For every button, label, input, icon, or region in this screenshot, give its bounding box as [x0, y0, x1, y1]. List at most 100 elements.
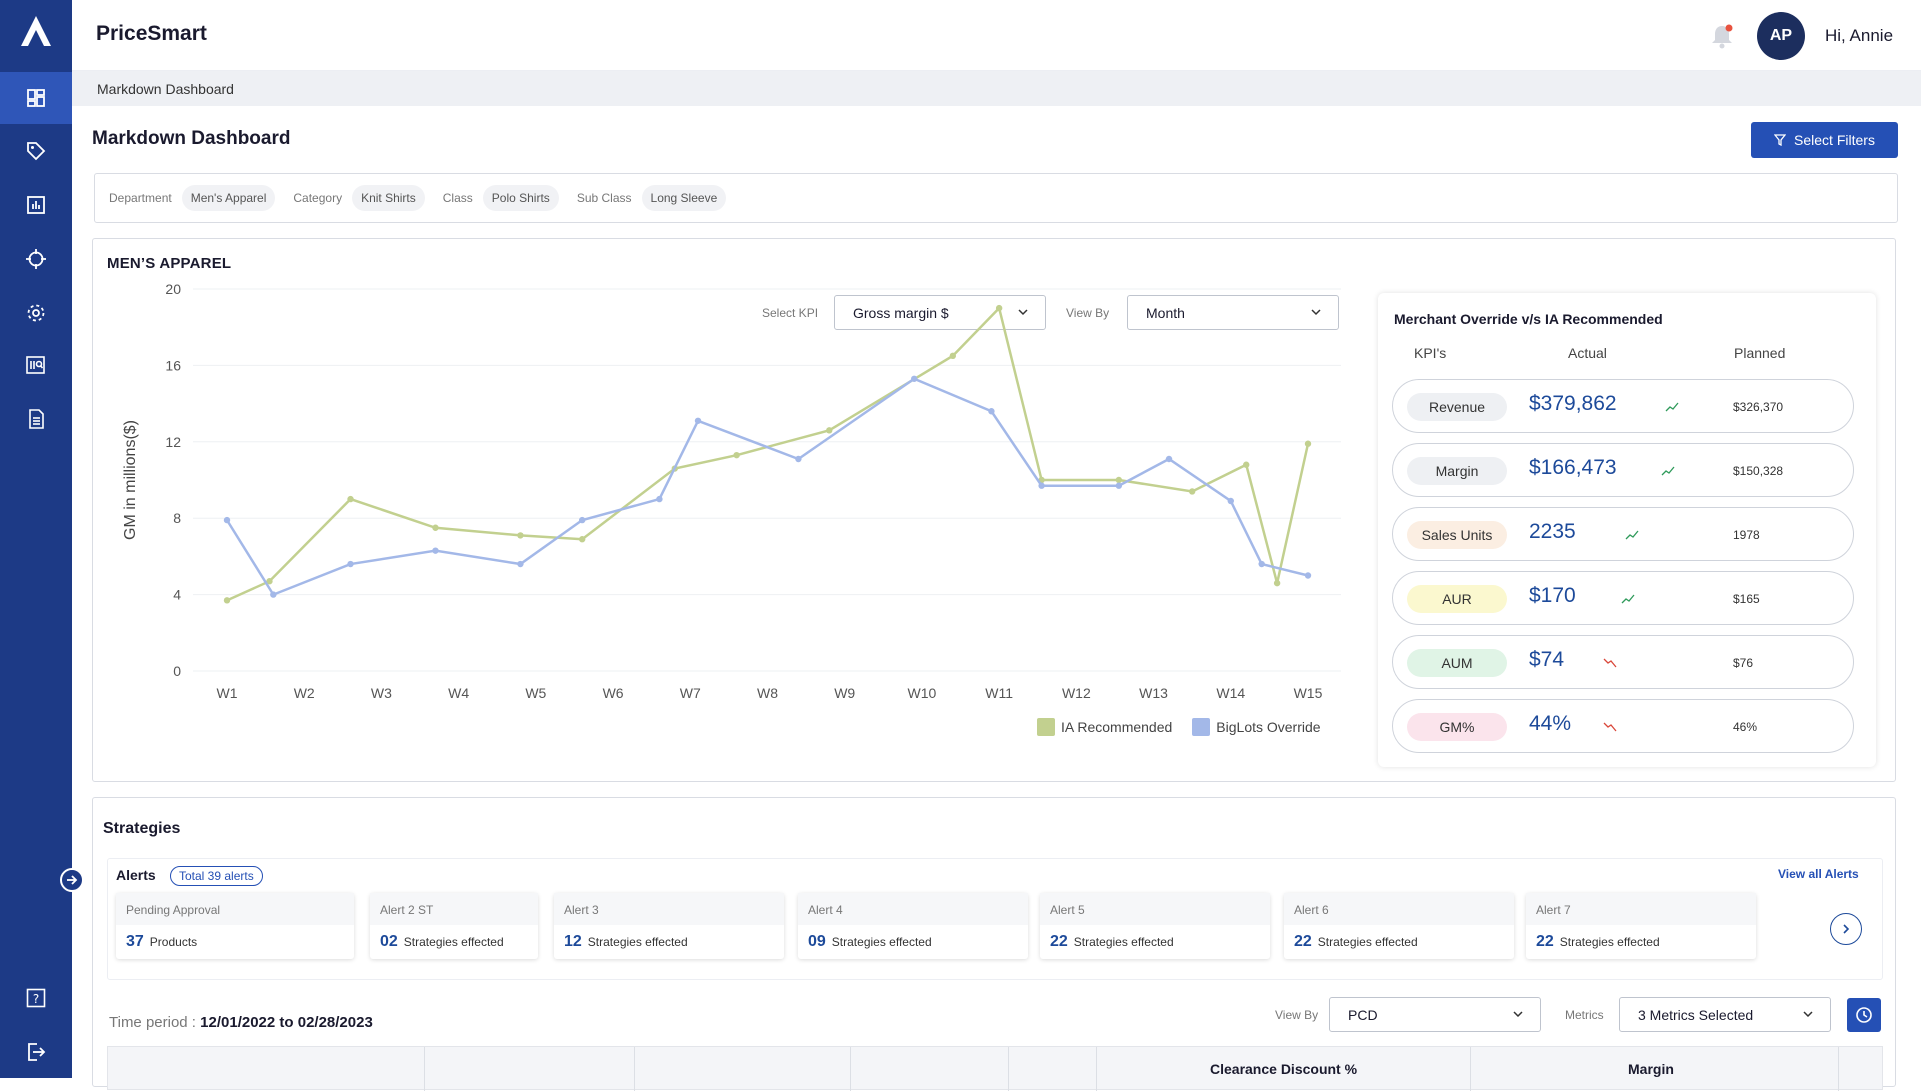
filter-chip-class[interactable]: Polo Shirts: [482, 185, 559, 211]
kpi-actual: $170: [1529, 584, 1576, 607]
chevron-down-icon: [1803, 1011, 1813, 1018]
alert-card-3[interactable]: Alert 3 12 Strategies effected: [554, 893, 784, 959]
sidebar-item-settings[interactable]: [0, 287, 72, 339]
sidebar-item-catalog[interactable]: [0, 339, 72, 391]
sidebar-item-documents[interactable]: [0, 393, 72, 445]
chevron-down-icon: [1513, 1011, 1523, 1018]
x-tick-label: W14: [1216, 685, 1245, 701]
sidebar-item-logout[interactable]: [0, 1026, 72, 1078]
y-tick-label: 4: [173, 587, 181, 603]
alert-card-text: Strategies effected: [1073, 935, 1174, 949]
kpi-row-sales-units: Sales Units 2235 1978: [1392, 507, 1854, 561]
trend-up-icon: [1665, 402, 1679, 412]
sidebar-item-target[interactable]: [0, 233, 72, 285]
kpi-pill: Revenue: [1407, 393, 1507, 421]
logout-icon: [28, 1043, 46, 1061]
data-point: [1243, 461, 1250, 468]
strategy-viewby-select[interactable]: PCD: [1329, 997, 1541, 1032]
section-title: MEN’S APPAREL: [107, 255, 232, 272]
y-tick-label: 16: [165, 357, 181, 373]
crosshair-icon: [26, 249, 46, 269]
trend-up-icon: [1661, 466, 1675, 476]
metrics-label: Metrics: [1565, 1008, 1604, 1022]
alerts-next-button[interactable]: [1830, 913, 1862, 945]
sidebar: ?: [0, 0, 72, 1078]
chevron-down-icon: [1018, 309, 1028, 316]
data-point: [1115, 482, 1123, 489]
kpi-pill: GM%: [1407, 713, 1507, 741]
data-point: [432, 524, 439, 531]
filter-chip-category[interactable]: Knit Shirts: [352, 185, 425, 211]
kpi-pill: Margin: [1407, 457, 1507, 485]
sidebar-item-help[interactable]: ?: [0, 972, 72, 1024]
column-header-clearance[interactable]: Clearance Discount %: [1210, 1061, 1358, 1077]
filter-chip-department[interactable]: Men's Apparel: [181, 185, 276, 211]
history-button[interactable]: [1847, 998, 1881, 1032]
legend-swatch-ia: [1037, 718, 1055, 736]
breadcrumb: Markdown Dashboard: [72, 71, 1921, 106]
select-filters-button[interactable]: Select Filters: [1751, 122, 1898, 158]
kpi-row-gm-percent: GM% 44% 46%: [1392, 699, 1854, 753]
x-tick-label: W11: [985, 685, 1013, 701]
strategies-table-header: Clearance Discount % Margin: [107, 1046, 1883, 1091]
filter-label-category: Category: [293, 191, 343, 205]
y-tick-label: 8: [173, 510, 181, 526]
alert-card-title: Alert 2 ST: [370, 893, 538, 925]
data-point: [694, 417, 702, 424]
sidebar-item-pricing[interactable]: [0, 125, 72, 177]
filter-chip-subclass[interactable]: Long Sleeve: [641, 185, 727, 211]
strategies-card: Strategies Alerts Total 39 alerts View a…: [92, 797, 1896, 1091]
metrics-select[interactable]: 3 Metrics Selected: [1619, 997, 1831, 1032]
applied-filters-bar: Department Men's Apparel Category Knit S…: [94, 173, 1898, 223]
data-point: [347, 495, 354, 503]
viewby-select[interactable]: Month: [1127, 295, 1339, 330]
trend-down-icon: [1603, 722, 1617, 732]
sidebar-item-dashboard[interactable]: [0, 72, 72, 124]
data-point: [432, 547, 439, 554]
kpi-row-revenue: Revenue $379,862 $326,370: [1392, 379, 1854, 433]
alerts-label: Alerts: [116, 867, 156, 883]
alert-card-5[interactable]: Alert 5 22 Strategies effected: [1040, 893, 1270, 959]
data-point: [517, 560, 524, 568]
kpi-select[interactable]: Gross margin $: [834, 295, 1046, 330]
y-tick-label: 20: [165, 281, 181, 297]
x-tick-label: W1: [217, 685, 238, 701]
override-header-kpi: KPI's: [1414, 345, 1447, 361]
kpi-actual: $74: [1529, 648, 1565, 671]
view-all-alerts-link[interactable]: View all Alerts: [1778, 867, 1859, 881]
sidebar-item-reports[interactable]: [0, 179, 72, 231]
notification-bell-icon[interactable]: [1708, 22, 1736, 50]
data-point: [270, 591, 277, 598]
kpi-planned: $76: [1733, 656, 1754, 670]
catalog-icon: [26, 356, 45, 374]
alerts-panel: Alerts Total 39 alerts View all Alerts P…: [107, 858, 1883, 980]
kpi-planned: $326,370: [1733, 400, 1784, 414]
alert-card-title: Alert 7: [1526, 893, 1756, 925]
alert-card-pending[interactable]: Pending Approval 37 Products: [116, 893, 354, 959]
column-header-margin[interactable]: Margin: [1628, 1061, 1674, 1077]
data-point: [1038, 482, 1045, 489]
alert-card-text: Strategies effected: [1317, 935, 1418, 949]
alert-card-7[interactable]: Alert 7 22 Strategies effected: [1526, 893, 1756, 959]
sidebar-expand-button[interactable]: [60, 868, 84, 892]
y-tick-label: 12: [165, 434, 181, 450]
breadcrumb-item[interactable]: Markdown Dashboard: [97, 81, 234, 97]
user-avatar[interactable]: AP: [1757, 12, 1805, 60]
alert-card-4[interactable]: Alert 4 09 Strategies effected: [798, 893, 1028, 959]
filter-icon: [1774, 134, 1787, 146]
data-point: [1227, 497, 1234, 505]
app-logo[interactable]: [18, 14, 54, 50]
alert-card-2[interactable]: Alert 2 ST 02 Strategies effected: [370, 893, 538, 959]
alert-card-6[interactable]: Alert 6 22 Strategies effected: [1284, 893, 1514, 959]
alert-card-count: 12: [564, 933, 582, 950]
time-period: Time period : 12/01/2022 to 02/28/2023: [109, 1014, 373, 1031]
gear-icon: [27, 304, 45, 322]
strategy-viewby-label: View By: [1275, 1008, 1319, 1022]
clock-icon: [1856, 1007, 1872, 1023]
override-header-planned: Planned: [1734, 345, 1786, 361]
x-tick-label: W13: [1139, 685, 1168, 701]
tag-icon: [27, 142, 46, 161]
data-point: [578, 516, 586, 524]
data-point: [795, 455, 802, 463]
kpi-pill: Sales Units: [1407, 521, 1507, 549]
